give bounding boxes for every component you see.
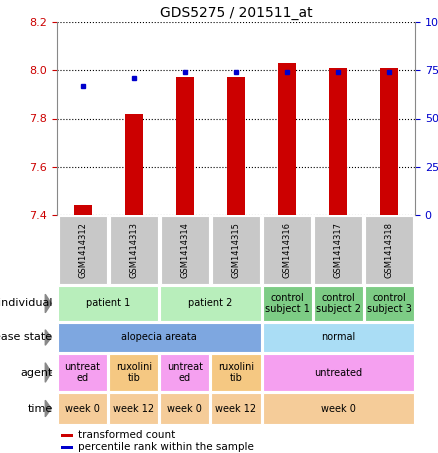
Text: patient 1: patient 1	[86, 299, 130, 308]
Text: untreat
ed: untreat ed	[167, 361, 203, 383]
Text: control
subject 2: control subject 2	[316, 293, 361, 314]
Bar	[278, 63, 296, 215]
Polygon shape	[45, 363, 51, 382]
Bar	[212, 354, 261, 391]
Bar	[160, 286, 261, 321]
Bar	[365, 217, 413, 284]
Bar	[263, 354, 414, 391]
Bar	[365, 286, 414, 321]
Text: control
subject 3: control subject 3	[367, 293, 412, 314]
Bar	[109, 393, 158, 424]
Bar	[263, 393, 414, 424]
Text: week 12: week 12	[113, 404, 154, 414]
Text: GSM1414318: GSM1414318	[385, 222, 394, 278]
Bar	[74, 205, 92, 215]
Text: normal: normal	[321, 333, 355, 342]
Text: patient 2: patient 2	[188, 299, 233, 308]
Text: transformed count: transformed count	[78, 430, 176, 440]
Bar	[227, 77, 245, 215]
Text: disease state: disease state	[0, 333, 53, 342]
Text: individual: individual	[0, 299, 53, 308]
Text: alopecia areata: alopecia areata	[121, 333, 197, 342]
Bar	[263, 286, 312, 321]
Text: ruxolini
tib: ruxolini tib	[116, 361, 152, 383]
Text: untreated: untreated	[314, 367, 362, 377]
Bar	[58, 393, 107, 424]
Polygon shape	[45, 294, 51, 313]
Bar	[125, 114, 143, 215]
Bar	[314, 286, 363, 321]
Bar	[60, 446, 73, 449]
Bar	[160, 393, 209, 424]
Bar	[212, 393, 261, 424]
Text: ruxolini
tib: ruxolini tib	[218, 361, 254, 383]
Bar	[263, 217, 311, 284]
Text: time: time	[27, 404, 53, 414]
Text: week 0: week 0	[65, 404, 100, 414]
Bar	[381, 68, 399, 215]
Text: GSM1414315: GSM1414315	[232, 222, 240, 278]
Text: GSM1414316: GSM1414316	[283, 222, 292, 278]
Text: control
subject 1: control subject 1	[265, 293, 310, 314]
Bar	[58, 354, 107, 391]
Text: GSM1414314: GSM1414314	[180, 222, 189, 278]
Bar	[329, 68, 347, 215]
Bar	[263, 323, 414, 352]
Text: week 0: week 0	[167, 404, 202, 414]
Bar	[314, 217, 362, 284]
Text: agent: agent	[20, 367, 53, 377]
Text: GSM1414312: GSM1414312	[78, 222, 87, 278]
Polygon shape	[45, 330, 51, 345]
Bar	[176, 77, 194, 215]
Title: GDS5275 / 201511_at: GDS5275 / 201511_at	[160, 5, 312, 19]
Bar	[109, 354, 158, 391]
Bar	[161, 217, 209, 284]
Bar	[58, 323, 261, 352]
Text: week 12: week 12	[215, 404, 257, 414]
Text: week 0: week 0	[321, 404, 356, 414]
Text: GSM1414317: GSM1414317	[334, 222, 343, 278]
Bar	[160, 354, 209, 391]
Text: GSM1414313: GSM1414313	[129, 222, 138, 278]
Bar	[59, 217, 106, 284]
Polygon shape	[45, 400, 51, 417]
Bar	[58, 286, 158, 321]
Text: untreat
ed: untreat ed	[64, 361, 101, 383]
Bar	[110, 217, 158, 284]
Bar	[212, 217, 260, 284]
Text: percentile rank within the sample: percentile rank within the sample	[78, 443, 254, 453]
Bar	[60, 434, 73, 437]
